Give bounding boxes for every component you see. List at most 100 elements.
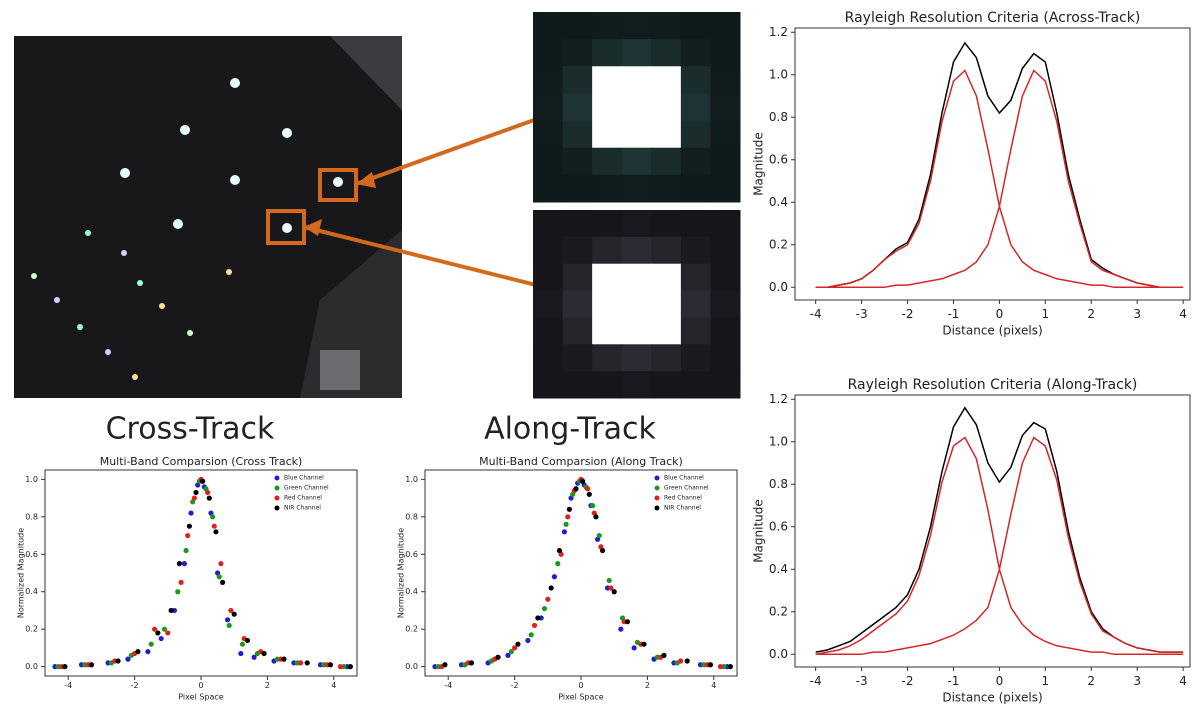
light-spot [230,175,240,185]
pixel [680,236,711,265]
y-tick-label: 0.0 [769,647,788,661]
point [168,607,174,614]
y-tick-label: 1.0 [769,67,788,81]
point [115,658,121,664]
point [186,523,192,529]
pixel [710,174,741,203]
pixel [533,263,564,292]
point [555,561,561,567]
light-spot [187,330,193,336]
x-tick-label: -4 [64,681,72,690]
y-tick-label: 0.6 [25,550,38,559]
pixel [533,174,564,203]
arrow-head [304,219,322,236]
point [145,649,151,655]
point [505,652,511,659]
y-tick-label: 1.0 [405,475,418,484]
chart: Rayleigh Resolution Criteria (Across-Tra… [752,10,1191,338]
point [561,529,568,535]
pixel [621,147,652,176]
point [512,645,518,651]
point [261,650,267,657]
pixel [592,236,623,265]
point [545,596,551,602]
pixel [680,147,711,176]
legend-marker [654,505,660,511]
point [548,585,554,591]
pixel [710,236,741,265]
light-spot [180,125,190,135]
pixel [651,344,682,372]
pixel [680,290,711,318]
y-tick-label: 0.2 [405,625,418,634]
y-tick-label: 0.6 [769,519,788,533]
point [677,658,684,664]
pixel [562,236,593,265]
point [585,486,591,492]
point [228,607,234,614]
legend-label: Blue Channel [284,475,324,482]
point [495,654,501,660]
point [206,495,212,501]
x-tick-label: -2 [902,307,914,321]
point [148,641,154,647]
arrow-head [356,172,376,188]
chart-title: Multi-Band Comparsion (Along Track) [479,455,683,468]
light-spot [85,230,91,236]
pixel [592,120,623,149]
pixel [621,174,652,203]
light-spot [282,128,292,138]
point [239,641,246,647]
pixel [680,344,711,372]
pixel [680,371,711,399]
pixel [710,66,741,94]
point [599,547,606,554]
pixel [592,290,623,318]
point [155,630,161,636]
pixel [592,12,623,40]
x-tick-label: 2 [1087,674,1095,688]
point [580,478,586,484]
pixel [651,66,682,94]
point [244,637,251,644]
pixel [533,344,564,372]
x-tick-label: 2 [645,681,650,690]
point [525,637,531,644]
pixel [562,210,593,238]
x-tick-label: -1 [947,307,959,321]
x-axis-label: Pixel Space [178,692,224,701]
arrow [355,113,549,186]
pixel [651,39,682,67]
pixel [592,66,623,94]
pixel [680,317,711,345]
point [566,506,572,512]
light-spot [132,374,138,380]
plot-frame [794,27,1191,301]
point [200,478,206,484]
point [347,664,353,670]
light-spot [54,297,60,303]
x-axis-label: Pixel Space [558,692,604,701]
pixel [621,120,652,149]
point [211,523,217,529]
pixel [562,66,593,94]
y-axis-label: Magnitude [752,499,766,563]
pixel [680,174,711,203]
point [618,626,624,632]
y-tick-label: 0.2 [25,625,38,634]
point [125,656,131,662]
pixel [533,120,564,149]
pixel [621,93,652,122]
x-tick-label: 1 [1041,307,1049,321]
point [183,547,189,554]
point [535,615,541,621]
pixel [621,371,652,399]
pixel [680,93,711,122]
legend-marker [654,475,660,481]
pixel [710,263,741,292]
point [631,645,637,651]
point [297,660,304,666]
y-tick-label: 0.8 [405,512,418,521]
pixel [533,39,564,67]
point [62,664,68,670]
